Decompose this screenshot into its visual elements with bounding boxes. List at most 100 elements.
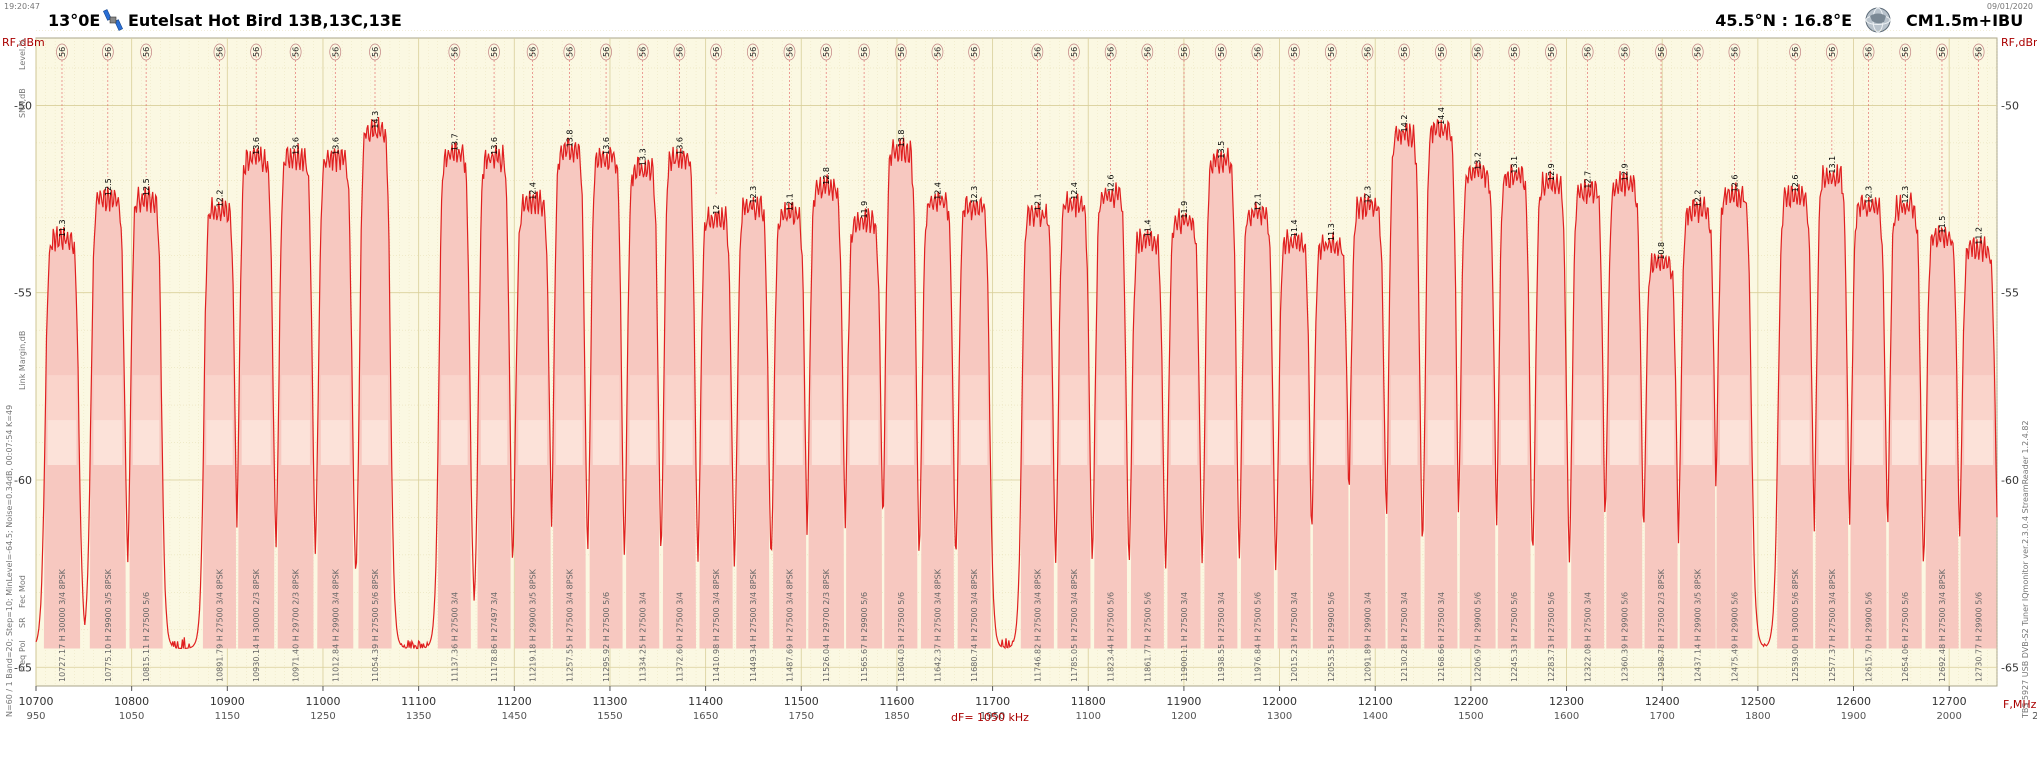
snr-label: 12.9 [1547,163,1556,181]
link-margin-band [1719,420,1749,466]
transponder-params: 11861.77 H 27500 5/6 [1143,592,1152,682]
transponder-labels: 56 11.3 10727.17 H 30000 3/4 8PSK 56 12.5 107… [58,47,1984,682]
link-margin-band [1390,420,1418,466]
level-tag: 56 [1620,47,1629,57]
level-tag-ring [1471,43,1484,61]
if-tick-label: 1200 [1171,711,1196,722]
if-tick-label: 1450 [502,711,527,722]
link-margin-band [1647,420,1675,466]
transponder-params: 12654.06 H 27500 5/6 [1901,592,1910,682]
link-margin-band [776,375,803,421]
snr-label: 12.5 [142,178,151,196]
level-tag-ring [563,43,576,61]
snr-label: 14.4 [1437,107,1446,125]
link-margin-band [924,375,951,421]
transponder-params: 11295.92 H 27500 5/6 [602,592,611,682]
transponder-params: 12091.89 H 29900 3/4 [1363,592,1372,682]
level-tag-ring [673,43,686,61]
link-margin-band [1574,420,1601,466]
x-tick-label: 11100 [401,695,436,708]
link-margin-band [592,375,620,421]
level-tag-ring [1691,43,1704,61]
if-tick-label: 1050 [119,711,144,722]
level-tag-ring [1141,43,1154,61]
snr-label: 13.8 [897,130,906,148]
row-label: Link Margin,dB [18,331,27,390]
snr-label: 11.9 [860,201,869,219]
link-margin-band [47,420,77,466]
if-tick-label: 1850 [884,711,909,722]
transponder-params: 12475.49 H 29900 5/6 [1730,592,1739,682]
transponder-params: 12015.23 H 27500 3/4 [1290,592,1299,682]
x-tick-label: 11000 [305,695,340,708]
link-margin-band [1427,375,1455,421]
link-margin-band [1060,375,1088,421]
transponder-params: 12206.97 H 29900 5/6 [1474,592,1483,682]
snr-label: 12.3 [1865,186,1874,204]
level-tag: 56 [1033,47,1042,57]
row-label: SNR,dB [18,88,27,118]
level-tag: 56 [450,47,459,57]
level-tag-ring [448,43,461,61]
snr-label: 13.6 [292,137,301,155]
if-tick-label: 1800 [1745,711,1770,722]
link-margin-band [629,375,656,421]
link-margin-band [480,420,508,466]
link-margin-band [1134,375,1161,421]
level-tag-ring [1899,43,1912,61]
link-margin-band [206,375,233,421]
link-margin-band [1609,420,1639,466]
link-margin-band [206,420,233,466]
transponder-params: 11976.84 H 27500 5/6 [1253,592,1262,682]
row-label: SR [18,617,27,628]
level-tag-ring [1972,43,1985,61]
row-label: Level,% [18,38,27,70]
transponder-params: 12322.08 H 27500 3/4 [1584,592,1593,682]
y-tick-label-left: -65 [14,661,32,674]
x-tick-label: 12500 [1740,695,1775,708]
snr-label: 12.5 [104,178,113,196]
link-margin-band [361,420,389,466]
transponder-params: 11526.04 H 29700 2/3 8PSK [822,568,831,682]
snr-label: 11.2 [1975,227,1984,245]
level-tag-ring [526,43,539,61]
link-margin-band [361,375,389,421]
link-margin-band [1170,375,1198,421]
level-tag: 56 [142,47,151,57]
level-tag-ring [1508,43,1521,61]
snr-label: 13.3 [639,148,648,166]
level-tag-ring [1288,43,1300,61]
x-tick-label: 11400 [688,695,723,708]
level-tag-ring [250,43,262,61]
level-tag: 56 [529,47,538,57]
level-tag-ring [1435,43,1447,61]
y-axis-title-left: RF,dBm [2,36,45,49]
level-tag-ring [369,43,381,61]
level-tag-ring [1862,43,1875,61]
snr-label: 12.4 [933,182,942,200]
x-tick-label: 10700 [19,695,54,708]
link-margin-band [739,420,767,466]
level-tag-ring [820,43,833,61]
transponder-params: 12692.48 H 27500 3/4 8PSK [1938,568,1947,682]
level-tag-ring [746,43,759,61]
if-tick-label: 1150 [215,711,240,722]
level-tag-ring [1031,43,1044,61]
if-tick-label: 1950 [980,711,1005,722]
link-margin-band [1647,375,1675,421]
scan-info: N=60 / 1 Band=20; Step=10; MinLevel=-64.… [5,405,14,717]
transponder-params: 12577.37 H 27500 3/4 8PSK [1828,568,1837,682]
rf-spectrum-trace [35,116,1998,650]
transponder-params: 10727.17 H 30000 3/4 8PSK [58,568,67,682]
level-tag: 56 [602,47,611,57]
link-margin-band [320,375,350,421]
link-margin-band [1280,420,1308,466]
link-margin-band [1964,420,1994,466]
link-margin-band [887,420,915,466]
snr-label: 13.7 [450,133,459,151]
link-margin-band [1427,420,1455,466]
link-margin-band [1060,420,1088,466]
level-tag: 56 [785,47,794,57]
transponder-params: 11054.39 H 27500 5/6 8PSK [371,568,380,682]
link-margin-band [1719,375,1749,421]
